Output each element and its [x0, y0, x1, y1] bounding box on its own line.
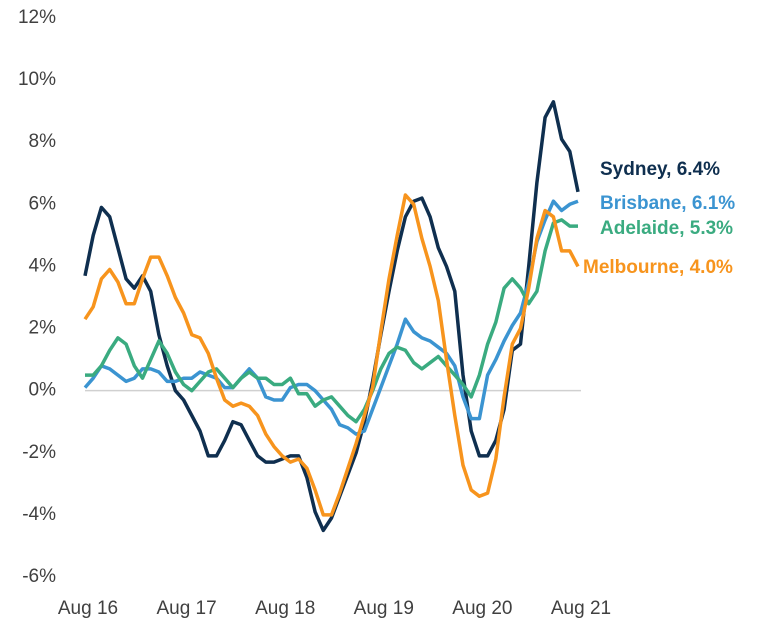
x-tick-label: Aug 19	[354, 598, 414, 619]
x-tick-label: Aug 16	[58, 598, 118, 619]
y-tick-label: 6%	[29, 193, 57, 214]
y-tick-label: 4%	[29, 255, 57, 276]
y-tick-label: 10%	[18, 69, 56, 90]
x-tick-label: Aug 17	[156, 598, 216, 619]
y-tick-label: -4%	[22, 504, 56, 525]
y-tick-label: 0%	[29, 380, 57, 401]
y-tick-label: 12%	[18, 7, 56, 28]
y-tick-label: -2%	[22, 442, 56, 463]
series-label: Melbourne, 4.0%	[583, 257, 733, 278]
series-label: Brisbane, 6.1%	[600, 193, 735, 214]
y-tick-label: 8%	[29, 131, 57, 152]
y-tick-label: -6%	[22, 566, 56, 587]
line	[83, 193, 580, 517]
x-tick-label: Aug 21	[551, 598, 611, 619]
line	[85, 218, 578, 424]
series-label: Sydney, 6.4%	[600, 159, 720, 180]
x-tick-label: Aug 18	[255, 598, 315, 619]
line	[83, 100, 580, 533]
series-label: Adelaide, 5.3%	[600, 218, 733, 239]
line	[83, 199, 579, 436]
y-tick-label: 2%	[29, 318, 57, 339]
x-tick-label: Aug 20	[452, 598, 512, 619]
